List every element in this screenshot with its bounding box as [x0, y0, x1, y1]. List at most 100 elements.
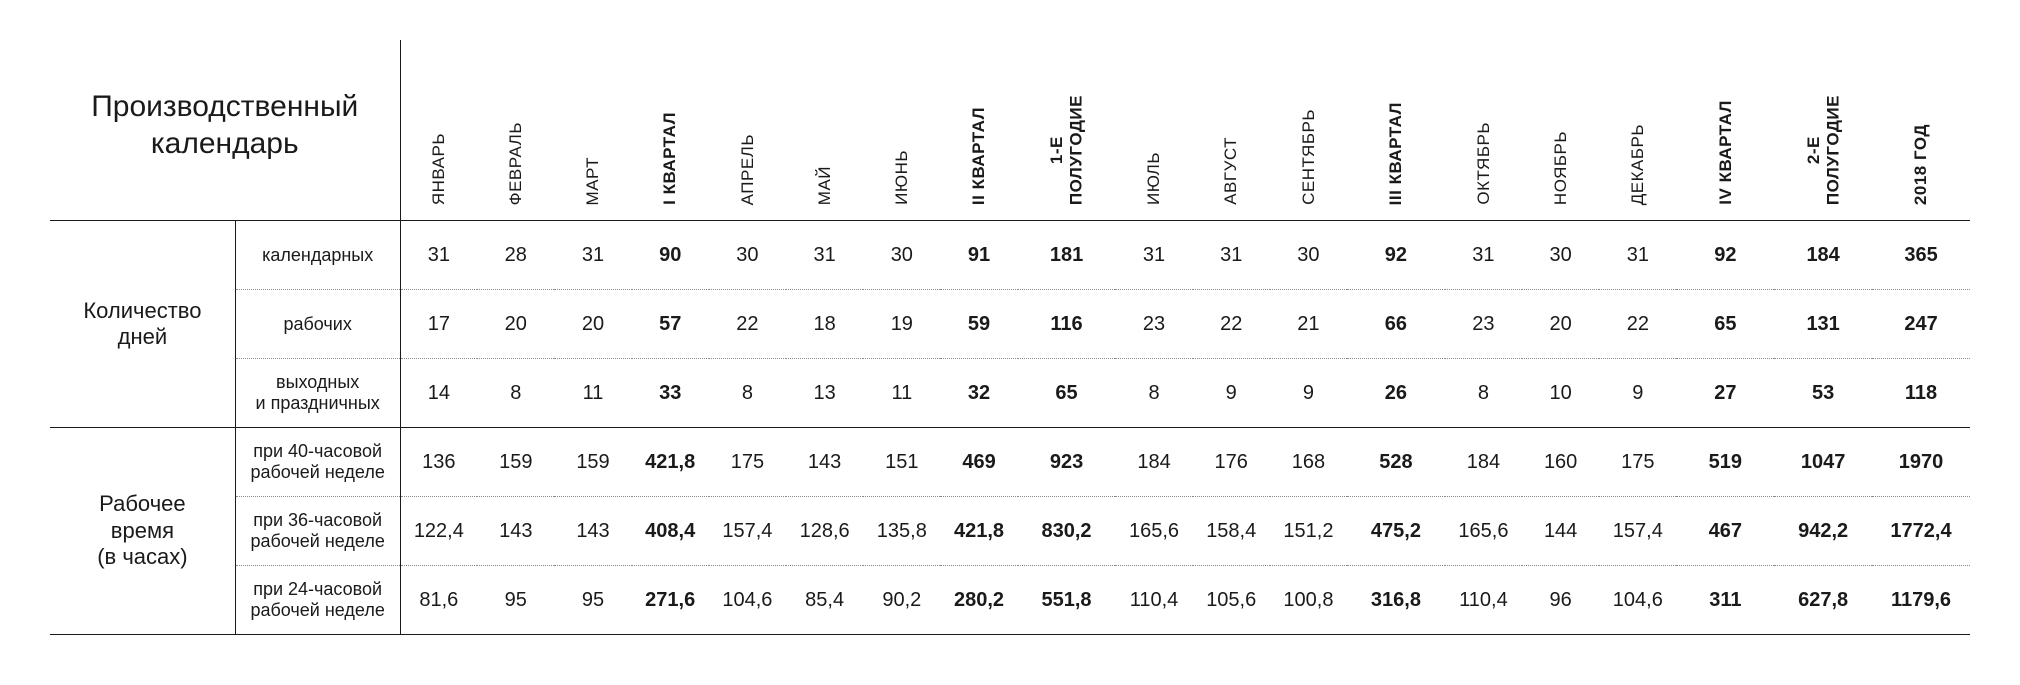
- cell-jan: 14: [400, 359, 477, 428]
- cell-q2: 280,2: [940, 566, 1017, 635]
- cell-nov: 30: [1522, 221, 1599, 290]
- col-header-q4: IV КВАРТАЛ: [1676, 40, 1774, 221]
- cell-sep: 168: [1270, 428, 1347, 497]
- cell-h1: 830,2: [1018, 497, 1116, 566]
- cell-feb: 28: [477, 221, 554, 290]
- cell-mar: 159: [554, 428, 631, 497]
- cell-may: 128,6: [786, 497, 863, 566]
- cell-jun: 19: [863, 290, 940, 359]
- row-sub-label: при 24-часовой рабочей неделе: [235, 566, 400, 635]
- cell-nov: 144: [1522, 497, 1599, 566]
- table-row: Рабочее время (в часах)при 40-часовой ра…: [50, 428, 1970, 497]
- cell-q4: 92: [1676, 221, 1774, 290]
- cell-mar: 11: [554, 359, 631, 428]
- cell-jan: 122,4: [400, 497, 477, 566]
- col-header-may: МАЙ: [786, 40, 863, 221]
- cell-apr: 8: [709, 359, 786, 428]
- header-row: Производственный календарь ЯНВАРЬФЕВРАЛЬ…: [50, 40, 1970, 221]
- col-header-mar: МАРТ: [554, 40, 631, 221]
- col-header-sep: СЕНТЯБРЬ: [1270, 40, 1347, 221]
- cell-q1: 57: [632, 290, 709, 359]
- col-header-jan: ЯНВАРЬ: [400, 40, 477, 221]
- cell-oct: 31: [1445, 221, 1522, 290]
- col-header-oct: ОКТЯБРЬ: [1445, 40, 1522, 221]
- cell-jan: 136: [400, 428, 477, 497]
- table-title: Производственный календарь: [50, 40, 400, 221]
- cell-dec: 157,4: [1599, 497, 1676, 566]
- cell-oct: 23: [1445, 290, 1522, 359]
- cell-aug: 31: [1193, 221, 1270, 290]
- cell-mar: 31: [554, 221, 631, 290]
- col-header-nov: НОЯБРЬ: [1522, 40, 1599, 221]
- cell-year: 365: [1872, 221, 1970, 290]
- cell-may: 13: [786, 359, 863, 428]
- cell-h2: 1047: [1774, 428, 1872, 497]
- cell-dec: 175: [1599, 428, 1676, 497]
- cell-jan: 17: [400, 290, 477, 359]
- row-sub-label: календарных: [235, 221, 400, 290]
- cell-q1: 421,8: [632, 428, 709, 497]
- cell-dec: 22: [1599, 290, 1676, 359]
- col-header-h2: 2-Е ПОЛУГОДИЕ: [1774, 40, 1872, 221]
- cell-jun: 151: [863, 428, 940, 497]
- col-header-jul: ИЮЛЬ: [1115, 40, 1192, 221]
- table-row: рабочих172020572218195911623222166232022…: [50, 290, 1970, 359]
- col-header-feb: ФЕВРАЛЬ: [477, 40, 554, 221]
- cell-jun: 30: [863, 221, 940, 290]
- col-header-apr: АПРЕЛЬ: [709, 40, 786, 221]
- cell-sep: 30: [1270, 221, 1347, 290]
- cell-aug: 105,6: [1193, 566, 1270, 635]
- cell-may: 85,4: [786, 566, 863, 635]
- cell-mar: 143: [554, 497, 631, 566]
- cell-q2: 469: [940, 428, 1017, 497]
- cell-nov: 10: [1522, 359, 1599, 428]
- cell-jun: 11: [863, 359, 940, 428]
- cell-q3: 475,2: [1347, 497, 1445, 566]
- cell-h2: 184: [1774, 221, 1872, 290]
- cell-may: 31: [786, 221, 863, 290]
- cell-jul: 31: [1115, 221, 1192, 290]
- cell-aug: 158,4: [1193, 497, 1270, 566]
- table-row: выходных и праздничных148113381311326589…: [50, 359, 1970, 428]
- col-header-q1: I КВАРТАЛ: [632, 40, 709, 221]
- cell-nov: 96: [1522, 566, 1599, 635]
- cell-jan: 31: [400, 221, 477, 290]
- cell-jul: 110,4: [1115, 566, 1192, 635]
- cell-oct: 165,6: [1445, 497, 1522, 566]
- cell-apr: 104,6: [709, 566, 786, 635]
- cell-jul: 184: [1115, 428, 1192, 497]
- cell-q1: 408,4: [632, 497, 709, 566]
- cell-feb: 143: [477, 497, 554, 566]
- row-sub-label: выходных и праздничных: [235, 359, 400, 428]
- cell-aug: 9: [1193, 359, 1270, 428]
- cell-jun: 90,2: [863, 566, 940, 635]
- cell-q1: 271,6: [632, 566, 709, 635]
- cell-apr: 175: [709, 428, 786, 497]
- cell-sep: 9: [1270, 359, 1347, 428]
- cell-q3: 528: [1347, 428, 1445, 497]
- cell-feb: 159: [477, 428, 554, 497]
- cell-year: 247: [1872, 290, 1970, 359]
- production-calendar-table: Производственный календарь ЯНВАРЬФЕВРАЛЬ…: [50, 40, 1970, 635]
- col-header-jun: ИЮНЬ: [863, 40, 940, 221]
- cell-h1: 923: [1018, 428, 1116, 497]
- cell-year: 1179,6: [1872, 566, 1970, 635]
- cell-jul: 23: [1115, 290, 1192, 359]
- col-header-year: 2018 ГОД: [1872, 40, 1970, 221]
- cell-apr: 22: [709, 290, 786, 359]
- cell-q2: 91: [940, 221, 1017, 290]
- cell-apr: 157,4: [709, 497, 786, 566]
- cell-dec: 104,6: [1599, 566, 1676, 635]
- cell-h1: 116: [1018, 290, 1116, 359]
- cell-q4: 311: [1676, 566, 1774, 635]
- cell-year: 1772,4: [1872, 497, 1970, 566]
- cell-q2: 59: [940, 290, 1017, 359]
- cell-q3: 66: [1347, 290, 1445, 359]
- cell-sep: 21: [1270, 290, 1347, 359]
- cell-q3: 26: [1347, 359, 1445, 428]
- col-header-q3: III КВАРТАЛ: [1347, 40, 1445, 221]
- cell-jan: 81,6: [400, 566, 477, 635]
- cell-q3: 316,8: [1347, 566, 1445, 635]
- col-header-q2: II КВАРТАЛ: [940, 40, 1017, 221]
- col-header-dec: ДЕКАБРЬ: [1599, 40, 1676, 221]
